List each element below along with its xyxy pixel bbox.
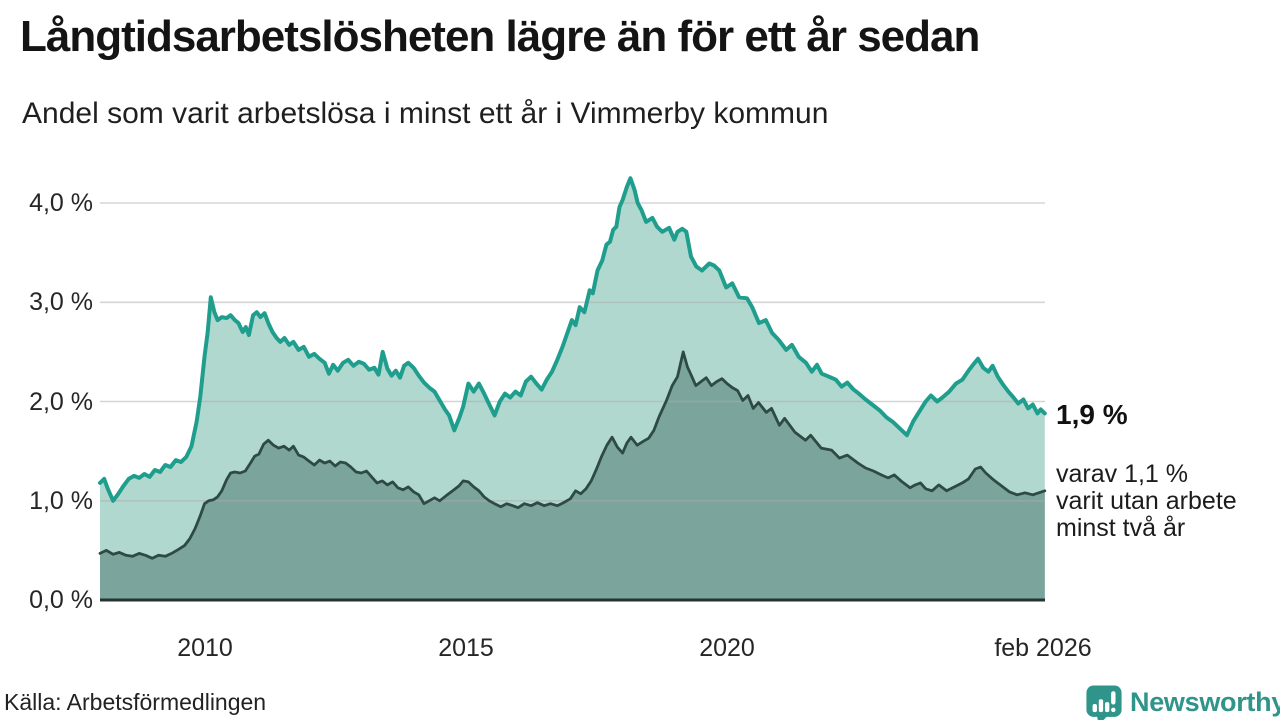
y-axis-tick-label: 1,0 % [29,487,93,515]
y-axis-tick-label: 4,0 % [29,189,93,217]
line-minst-tva-ar [98,350,1047,560]
page-subtitle: Andel som varit arbetslösa i minst ett å… [22,97,829,130]
x-axis-tick-label: 2010 [177,634,233,662]
line-minst-ett-ar [98,176,1047,503]
end-value-label: 1,9 % [1056,399,1128,430]
x-axis-tick-label: 2020 [699,634,755,662]
x-axis-tick-label: feb 2026 [994,634,1092,662]
newsworthy-logo: Newsworthy [1085,684,1280,720]
brand-wordmark: Newsworthy [1130,687,1280,717]
area-minst-tva-ar [100,351,1045,600]
annotation-line: varit utan arbete [1056,487,1237,515]
newsworthy-icon [1086,685,1122,720]
page-title: Långtidsarbetslösheten lägre än för ett … [20,12,980,61]
y-axis-tick-label: 2,0 % [29,388,93,416]
x-axis-tick-label: 2015 [438,634,494,662]
secondary-annotation: varav 1,1 % varit utan arbete minst två … [1056,461,1280,542]
annotation-line: minst två år [1056,514,1186,542]
source-credit: Källa: Arbetsförmedlingen [4,689,267,715]
annotation-line: varav 1,1 % [1056,460,1189,488]
y-axis-tick-label: 0,0 % [29,586,93,614]
y-axis-tick-label: 3,0 % [29,288,93,316]
